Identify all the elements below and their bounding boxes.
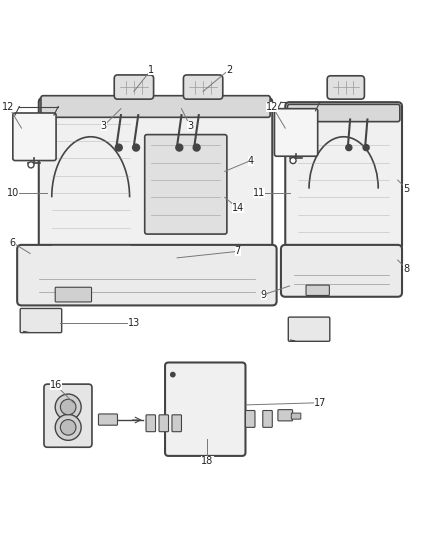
- Circle shape: [115, 144, 122, 151]
- Text: 12: 12: [266, 101, 279, 111]
- Text: 10: 10: [7, 188, 19, 198]
- Text: 13: 13: [128, 318, 140, 328]
- Text: 3: 3: [101, 121, 107, 131]
- FancyBboxPatch shape: [114, 75, 154, 99]
- FancyBboxPatch shape: [285, 102, 402, 249]
- Circle shape: [55, 414, 81, 440]
- Circle shape: [363, 144, 369, 151]
- FancyBboxPatch shape: [145, 135, 227, 234]
- Text: 17: 17: [314, 398, 326, 408]
- Circle shape: [176, 144, 183, 151]
- FancyBboxPatch shape: [184, 75, 223, 99]
- FancyBboxPatch shape: [288, 317, 330, 341]
- FancyBboxPatch shape: [41, 96, 270, 117]
- Circle shape: [290, 158, 296, 164]
- Text: 6: 6: [10, 238, 16, 248]
- Circle shape: [133, 144, 140, 151]
- FancyBboxPatch shape: [172, 415, 181, 432]
- FancyBboxPatch shape: [99, 414, 117, 425]
- FancyBboxPatch shape: [39, 98, 272, 262]
- Text: 18: 18: [201, 456, 214, 466]
- FancyBboxPatch shape: [159, 415, 169, 432]
- Text: 3: 3: [187, 121, 193, 131]
- FancyBboxPatch shape: [146, 415, 155, 432]
- Text: 2: 2: [226, 64, 232, 75]
- Text: 1: 1: [148, 64, 154, 75]
- FancyBboxPatch shape: [263, 410, 272, 427]
- Text: 11: 11: [253, 188, 265, 198]
- FancyBboxPatch shape: [306, 285, 329, 295]
- Text: 16: 16: [50, 381, 62, 390]
- FancyBboxPatch shape: [55, 287, 92, 302]
- Text: 12: 12: [2, 101, 15, 111]
- FancyBboxPatch shape: [287, 104, 400, 122]
- FancyBboxPatch shape: [20, 309, 62, 333]
- Text: 14: 14: [232, 203, 244, 213]
- FancyBboxPatch shape: [165, 362, 245, 456]
- Text: 9: 9: [261, 289, 267, 300]
- FancyBboxPatch shape: [44, 384, 92, 447]
- FancyBboxPatch shape: [275, 109, 318, 156]
- Circle shape: [346, 144, 352, 151]
- FancyBboxPatch shape: [13, 113, 56, 160]
- Text: 4: 4: [247, 156, 254, 166]
- FancyBboxPatch shape: [278, 410, 293, 421]
- Text: 5: 5: [403, 184, 410, 193]
- Circle shape: [55, 394, 81, 420]
- FancyBboxPatch shape: [291, 413, 301, 419]
- Text: 7: 7: [235, 246, 241, 256]
- Text: 8: 8: [403, 264, 410, 273]
- Circle shape: [60, 419, 76, 435]
- Circle shape: [171, 373, 175, 377]
- FancyBboxPatch shape: [245, 410, 255, 427]
- Circle shape: [60, 399, 76, 415]
- FancyBboxPatch shape: [17, 245, 277, 305]
- FancyBboxPatch shape: [327, 76, 364, 99]
- Circle shape: [28, 162, 34, 168]
- Circle shape: [193, 144, 200, 151]
- FancyBboxPatch shape: [281, 245, 402, 297]
